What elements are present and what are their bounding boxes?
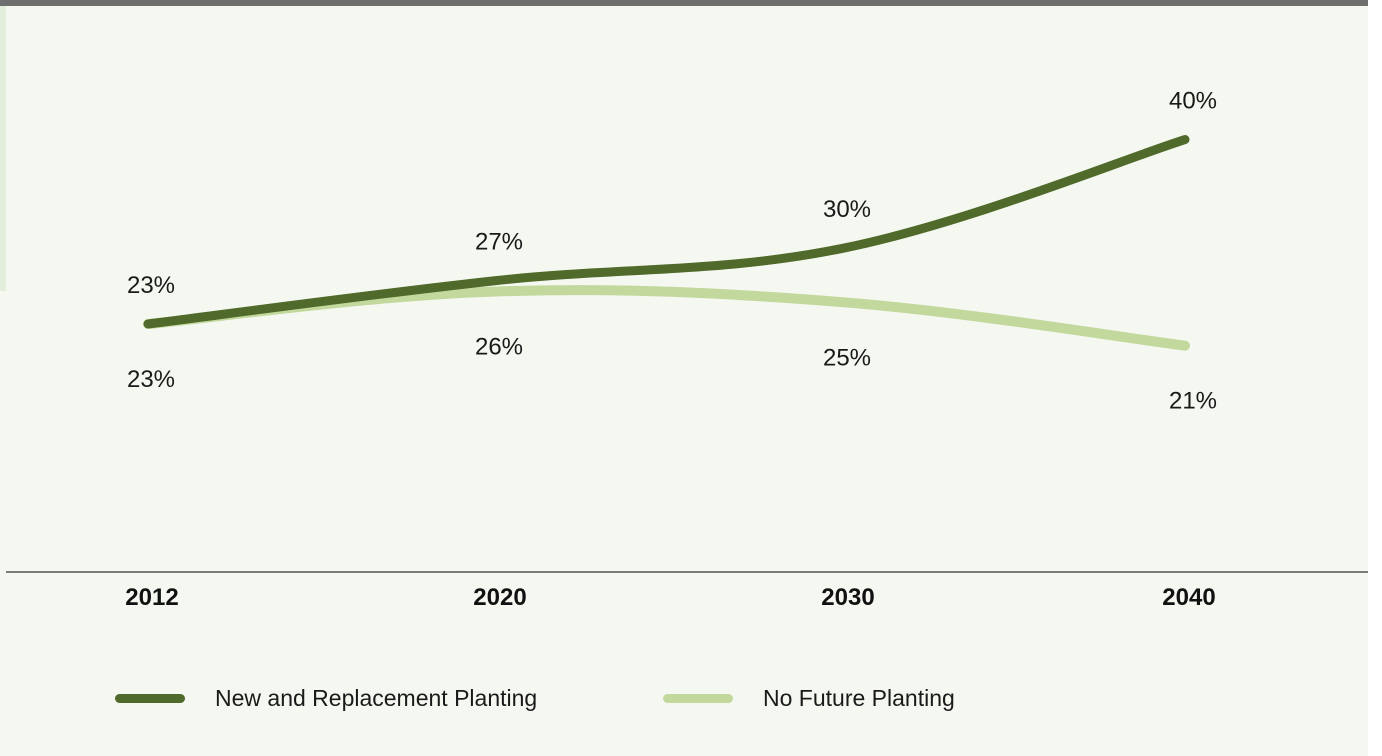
legend-item-no-future: No Future Planting — [663, 680, 955, 716]
x-tick-layer: 2012 2020 2030 2040 — [125, 584, 1215, 611]
data-label-new-and-replacement: 30% — [823, 196, 871, 223]
series-line-no-future — [143, 285, 1190, 351]
legend-item-new-and-replacement: New and Replacement Planting — [115, 680, 537, 716]
data-label-layer: 23% 27% 30% 40% 23% 26% 25% 21% — [127, 88, 1217, 415]
legend: New and Replacement Planting No Future P… — [0, 680, 1368, 716]
left-accent-strip — [0, 6, 6, 291]
x-tick-label: 2012 — [125, 584, 178, 611]
x-tick-label: 2020 — [473, 584, 526, 611]
data-label-no-future: 21% — [1169, 388, 1217, 415]
series-line-new-and-replacement — [143, 135, 1190, 329]
legend-swatch-dark-green — [115, 693, 185, 703]
x-tick-label: 2030 — [821, 584, 874, 611]
data-label-no-future: 25% — [823, 344, 871, 371]
legend-swatch-light-green — [663, 693, 733, 703]
top-border — [0, 0, 1368, 6]
legend-label: New and Replacement Planting — [215, 684, 538, 711]
data-label-new-and-replacement: 27% — [475, 229, 523, 256]
right-margin — [1368, 0, 1382, 756]
x-tick-label: 2040 — [1162, 584, 1215, 611]
data-label-no-future: 26% — [475, 333, 523, 360]
legend-label: No Future Planting — [763, 684, 955, 711]
series-layer — [143, 135, 1190, 351]
data-label-new-and-replacement: 40% — [1169, 88, 1217, 115]
data-label-new-and-replacement: 23% — [127, 272, 175, 299]
data-label-no-future: 23% — [127, 366, 175, 393]
